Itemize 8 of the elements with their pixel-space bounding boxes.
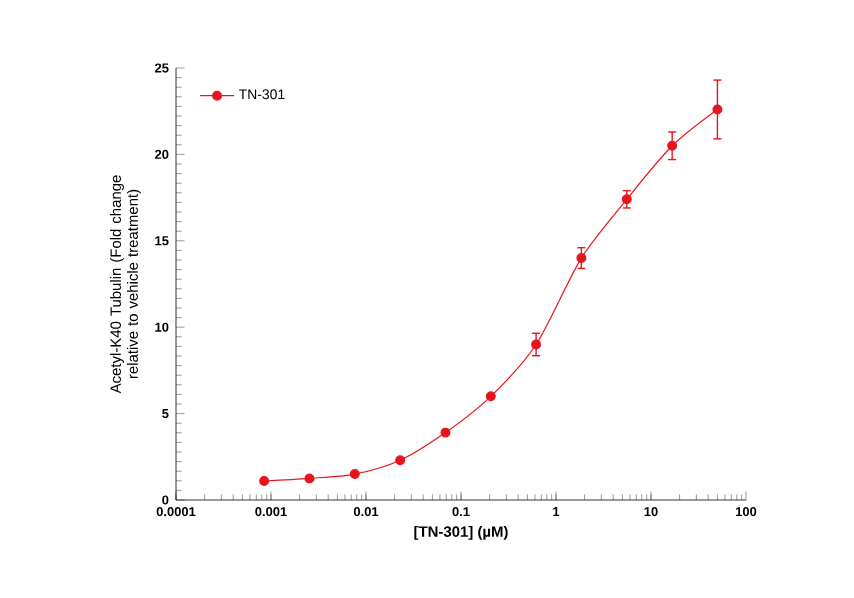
point <box>576 253 587 264</box>
point <box>621 194 632 205</box>
point <box>667 140 678 151</box>
point <box>349 469 360 480</box>
point <box>712 104 723 115</box>
point <box>395 455 406 466</box>
point <box>485 391 496 402</box>
point <box>531 339 542 350</box>
